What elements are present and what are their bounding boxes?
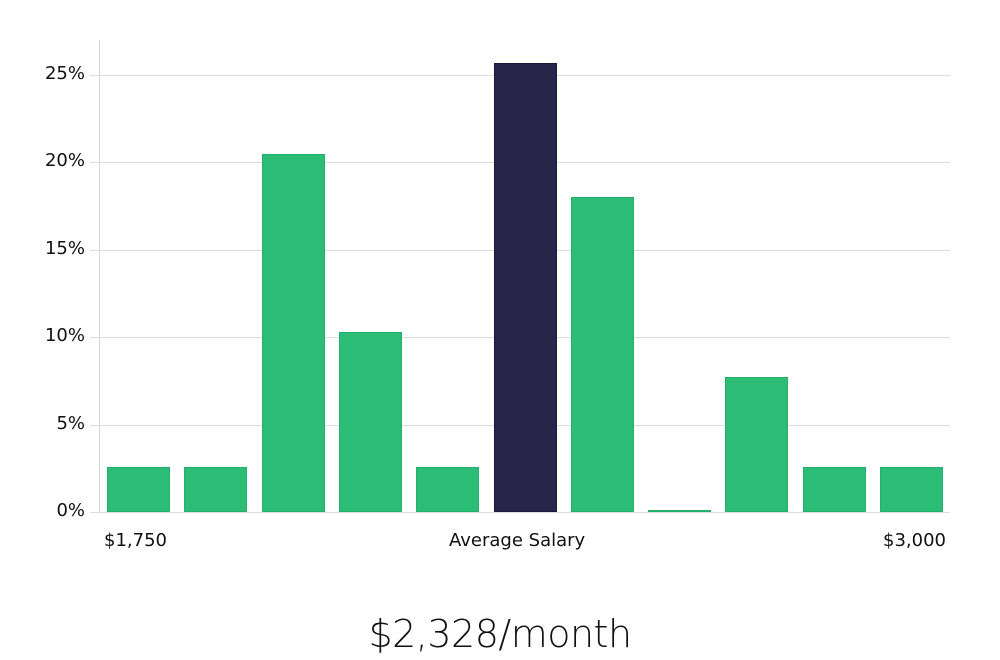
y-tick-label: 5% [56,413,85,434]
chart-title: $2,328/month [368,612,632,656]
bar [571,197,634,512]
bar [416,467,479,512]
bar [648,510,711,512]
bar [184,467,247,512]
bar [725,377,788,512]
y-axis-line [99,40,100,513]
y-tick-label: 0% [56,500,85,521]
y-tick-label: 10% [44,325,85,346]
y-tick-label: 20% [44,150,85,171]
bar [803,467,866,512]
x-axis-title: Average Salary [449,530,586,551]
histogram-chart: 0% 5% 10% 15% 20% 25% [44,40,950,521]
bar [339,332,402,512]
x-min-label: $1,750 [104,530,167,551]
y-tick-label: 25% [44,63,85,84]
bar [880,467,943,512]
bar-highlighted [494,63,557,512]
bar [107,467,170,512]
bar [262,154,325,512]
y-tick-label: 15% [44,238,85,259]
gridline [90,512,950,513]
x-max-label: $3,000 [883,530,946,551]
